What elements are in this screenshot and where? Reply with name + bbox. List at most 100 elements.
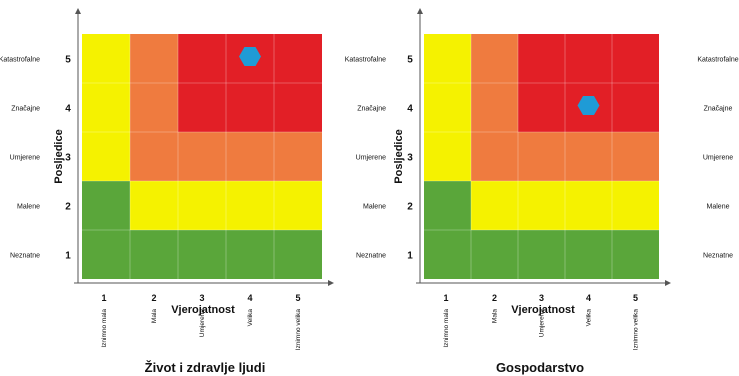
risk-marker-hexagon: [577, 96, 600, 115]
x-category-label: Iznimno mala: [101, 309, 108, 348]
matrix-cell: [178, 34, 226, 83]
x-tick-label: 1: [101, 293, 106, 303]
matrix-cell: [518, 230, 565, 279]
y-category-label-right: Neznatne: [703, 253, 733, 260]
matrix-cell: [226, 132, 274, 181]
x-category-label: Velika: [247, 309, 254, 327]
x-axis-arrow: [328, 280, 334, 286]
x-tick-label: 2: [492, 293, 497, 303]
matrix-cell: [612, 83, 659, 132]
matrix-cell: [612, 230, 659, 279]
matrix-cell: [130, 181, 178, 230]
x-tick-label: 5: [295, 293, 300, 303]
x-category-label: Umjerena: [539, 309, 546, 338]
matrix-cell: [471, 181, 518, 230]
y-tick-label: 4: [407, 104, 413, 115]
matrix-cell: [82, 230, 130, 279]
y-tick-label: 3: [65, 153, 71, 164]
y-tick-label: 5: [407, 55, 413, 66]
matrix-cell: [130, 132, 178, 181]
matrix-cell: [274, 83, 322, 132]
y-tick-label: 1: [65, 251, 71, 262]
matrix-cell: [518, 132, 565, 181]
x-tick-label: 5: [633, 293, 638, 303]
y-category-label-right: Značajne: [704, 106, 733, 113]
y-tick-label: 2: [407, 202, 413, 213]
matrix-cell: [471, 83, 518, 132]
y-category-label: Značajne: [11, 106, 40, 113]
matrix-cell: [274, 181, 322, 230]
y-axis-label: Posljedice: [53, 129, 65, 183]
matrix-cell: [274, 230, 322, 279]
y-axis-arrow: [75, 8, 81, 14]
matrix-cell: [178, 230, 226, 279]
matrix-cell: [424, 34, 471, 83]
matrix-cell: [178, 83, 226, 132]
y-tick-label: 4: [65, 104, 71, 115]
x-category-label: Mala: [492, 309, 499, 323]
y-category-label: Umjerene: [356, 155, 386, 162]
matrix-cell: [82, 181, 130, 230]
x-tick-label: 4: [586, 293, 591, 303]
x-category-label: Mala: [151, 309, 158, 323]
y-tick-label: 5: [65, 55, 71, 66]
chart-title: Gospodarstvo: [496, 360, 584, 375]
y-tick-label: 3: [407, 153, 413, 164]
y-category-label: Malene: [17, 204, 40, 211]
matrix-cell: [424, 181, 471, 230]
matrix-cell: [471, 34, 518, 83]
y-category-label: Neznatne: [356, 253, 386, 260]
matrix-cell: [424, 83, 471, 132]
x-category-label: Iznimno velika: [633, 309, 640, 351]
x-tick-label: 1: [443, 293, 448, 303]
matrix-cell: [424, 132, 471, 181]
x-tick-label: 3: [199, 293, 204, 303]
matrix-cell: [565, 230, 612, 279]
y-category-label: Neznatne: [10, 253, 40, 260]
matrix-cell: [178, 181, 226, 230]
matrix-cell: [226, 230, 274, 279]
y-category-label: Značajne: [357, 106, 386, 113]
matrix-cell: [612, 34, 659, 83]
matrix-cell: [565, 34, 612, 83]
matrix-cell: [82, 34, 130, 83]
chart-title: Život i zdravlje ljudi: [145, 360, 266, 375]
y-category-label-right: Katastrofalne: [697, 57, 738, 64]
matrix-cell: [518, 34, 565, 83]
matrix-cell: [612, 132, 659, 181]
matrix-cell: [565, 181, 612, 230]
x-category-label: Umjerena: [199, 309, 206, 338]
matrix-cell: [82, 83, 130, 132]
y-axis-arrow: [417, 8, 423, 14]
matrix-cell: [471, 132, 518, 181]
x-category-label: Iznimno mala: [443, 309, 450, 348]
x-axis-arrow: [665, 280, 671, 286]
matrix-cell: [130, 83, 178, 132]
y-category-label: Katastrofalne: [0, 57, 40, 64]
x-category-label: Iznimno velika: [295, 309, 302, 351]
matrix-cell: [518, 181, 565, 230]
matrix-cell: [82, 132, 130, 181]
x-tick-label: 3: [539, 293, 544, 303]
y-category-label: Umjerene: [10, 155, 40, 162]
risk-marker-hexagon: [239, 47, 261, 66]
matrix-cell: [424, 230, 471, 279]
matrix-cell: [612, 181, 659, 230]
y-category-label-right: Umjerene: [703, 155, 733, 162]
matrix-cell: [130, 230, 178, 279]
x-category-label: Velika: [586, 309, 593, 327]
matrix-cell: [565, 132, 612, 181]
x-tick-label: 2: [151, 293, 156, 303]
matrix-cell: [178, 132, 226, 181]
matrix-cell: [518, 83, 565, 132]
y-category-label-right: Malene: [707, 204, 730, 211]
matrix-cell: [471, 230, 518, 279]
matrix-cell: [226, 181, 274, 230]
matrix-cell: [274, 132, 322, 181]
y-category-label: Malene: [363, 204, 386, 211]
matrix-cell: [274, 34, 322, 83]
matrix-cell: [130, 34, 178, 83]
y-tick-label: 1: [407, 251, 413, 262]
y-tick-label: 2: [65, 202, 71, 213]
